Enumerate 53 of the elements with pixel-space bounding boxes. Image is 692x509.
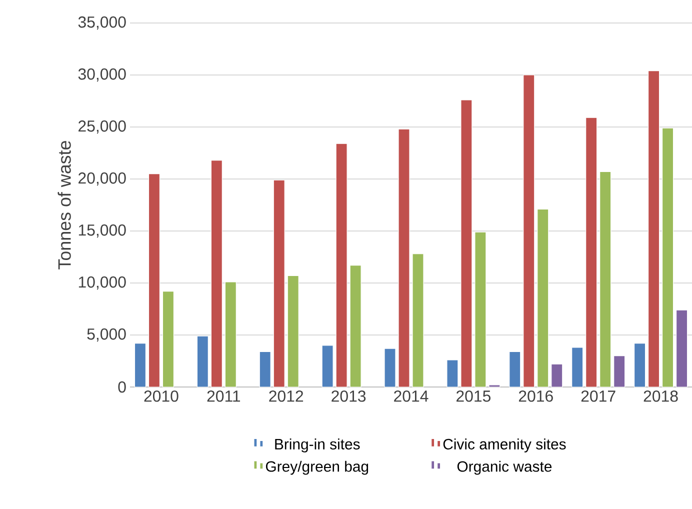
y-tick-label: 15,000 — [78, 224, 126, 238]
bar — [614, 356, 626, 388]
bar — [676, 310, 688, 388]
x-tick-label: 2012 — [269, 390, 304, 402]
bar — [210, 160, 222, 388]
legend-label: Grey/green bag — [266, 460, 368, 475]
y-tick-label: 25,000 — [78, 120, 126, 134]
legend-label: Organic waste — [457, 460, 552, 475]
x-tick-label: 2014 — [394, 390, 428, 402]
bar — [634, 343, 646, 388]
bar — [551, 364, 563, 388]
bar — [488, 384, 500, 388]
bar — [287, 275, 299, 388]
bar — [322, 345, 334, 388]
x-tick-label: 2011 — [207, 390, 240, 402]
legend-label: Civic amenity sites — [443, 438, 566, 452]
bar — [224, 282, 236, 388]
bar — [537, 208, 549, 388]
bar — [523, 74, 535, 388]
bar — [162, 291, 174, 388]
x-tick-label: 2010 — [144, 390, 178, 402]
bar — [196, 336, 208, 388]
bar — [509, 351, 521, 388]
y-tick-label: 10,000 — [78, 276, 126, 290]
bar — [412, 254, 424, 388]
y-tick-label: 5,000 — [87, 328, 126, 342]
y-axis-title: Tonnes of waste — [58, 141, 71, 270]
y-tick-label: 30,000 — [78, 68, 126, 82]
x-tick-label: 2017 — [581, 390, 616, 402]
bar — [350, 265, 362, 388]
bar — [586, 117, 598, 388]
bar — [460, 100, 472, 388]
y-tick-label: 0 — [118, 381, 126, 393]
bar — [336, 143, 348, 388]
bar — [384, 348, 396, 388]
bar — [662, 128, 674, 388]
bar — [600, 171, 612, 388]
legend-label: Bring-in sites — [275, 438, 360, 452]
bar — [648, 70, 660, 388]
bar — [259, 351, 271, 388]
x-tick-label: 2015 — [456, 390, 490, 402]
y-tick-label: 35,000 — [78, 16, 126, 30]
x-tick-label: 2018 — [644, 390, 678, 402]
x-tick-label: 2013 — [332, 390, 366, 402]
y-tick-label: 20,000 — [78, 172, 126, 186]
x-tick-label: 2016 — [518, 390, 553, 402]
bar — [148, 173, 160, 388]
bar — [134, 343, 146, 388]
bar — [398, 128, 410, 388]
bar — [273, 180, 285, 388]
bar — [572, 347, 584, 388]
bar — [446, 360, 458, 388]
bar — [474, 232, 486, 388]
